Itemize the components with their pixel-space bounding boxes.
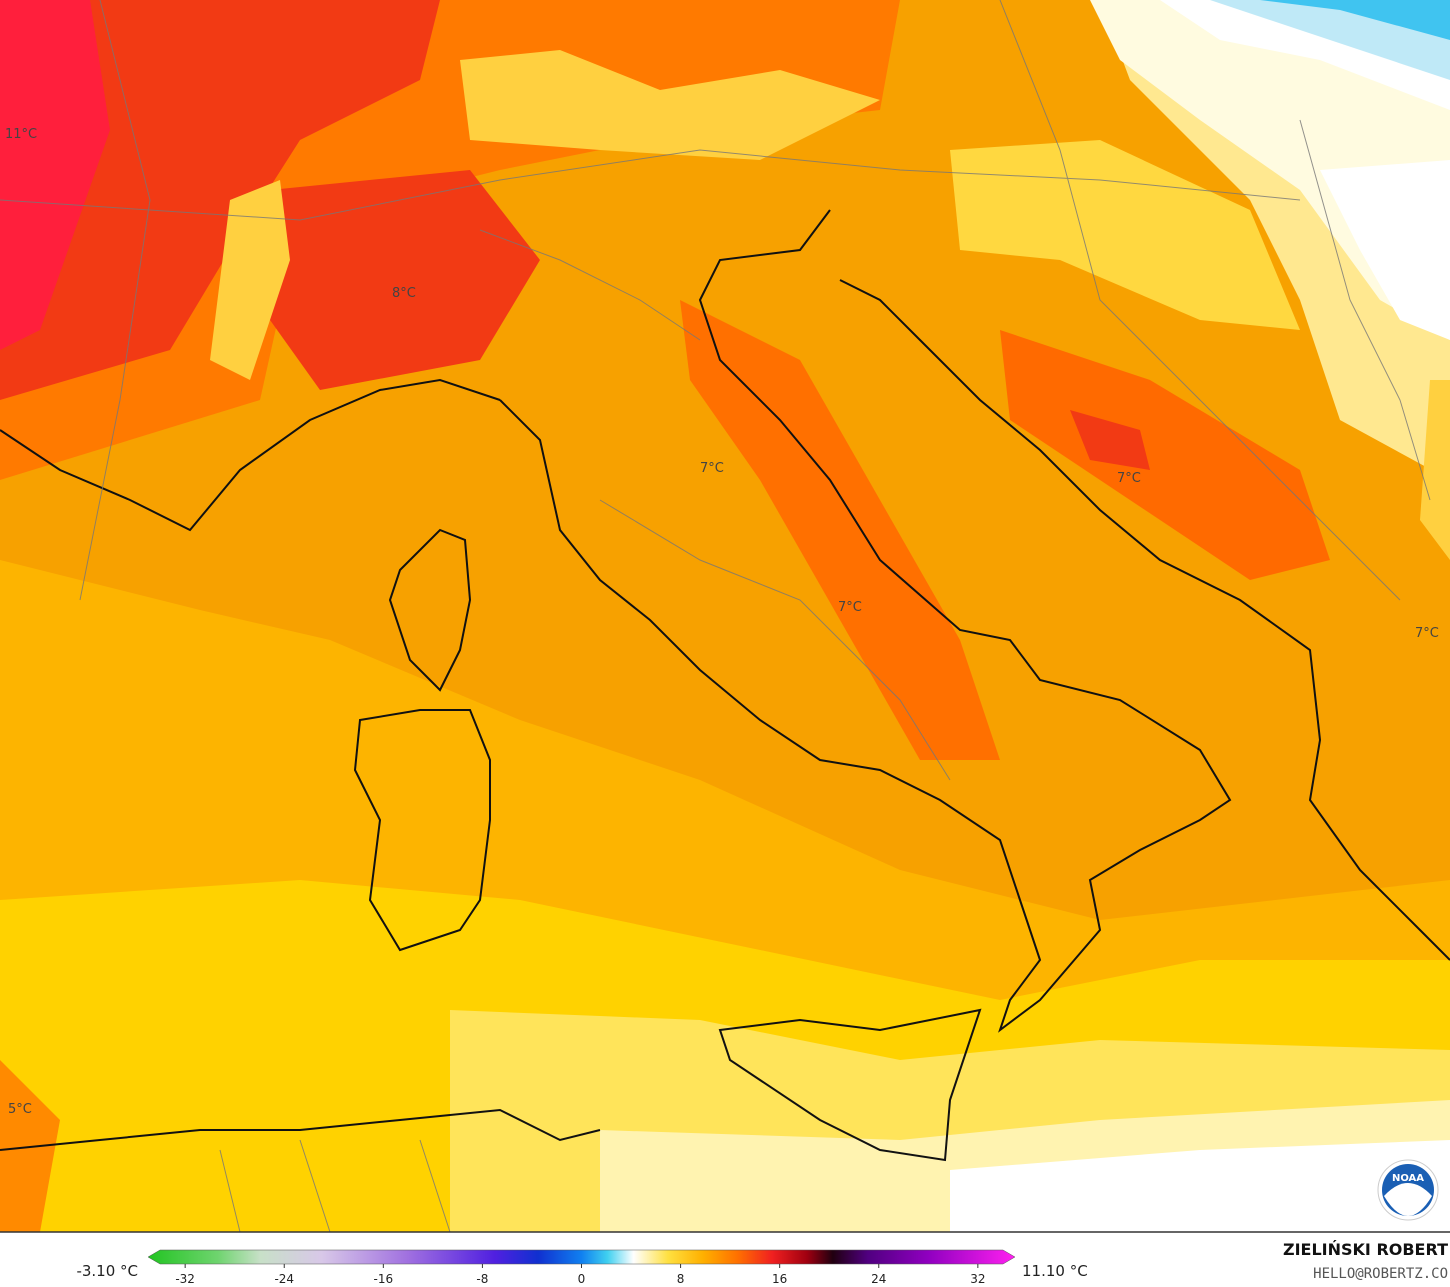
tick-label: -8 [476, 1272, 488, 1286]
temp-label: 5°C [8, 1102, 32, 1117]
tick-label: 32 [970, 1272, 985, 1286]
tick-label: -24 [274, 1272, 294, 1286]
tick-label: 16 [772, 1272, 787, 1286]
logo-text: NOAA [1392, 1173, 1424, 1184]
colorbar: -3.10 °C 11.10 °C -32 -24 -16 -8 0 8 16 24 32 [76, 1249, 1088, 1286]
tick-label: -32 [175, 1272, 195, 1286]
map: 11°C 8°C 7°C 7°C 7°C 7°C 5°C NOAA [0, 0, 1450, 1232]
max-label: 11.10 °C [1022, 1262, 1088, 1280]
noaa-logo: NOAA [1377, 1159, 1439, 1221]
temp-label: 11°C [5, 127, 37, 142]
tick-label: -16 [374, 1272, 394, 1286]
author: ZIELIŃSKI ROBERT [1283, 1240, 1448, 1259]
contact: HELLO@ROBERTZ.CO [1313, 1266, 1448, 1282]
temp-label: 7°C [838, 600, 862, 615]
tick-label: 24 [871, 1272, 886, 1286]
min-label: -3.10 °C [76, 1262, 138, 1280]
tick-label: 8 [677, 1272, 685, 1286]
temp-label: 8°C [392, 286, 416, 301]
tick-label: 0 [578, 1272, 586, 1286]
temp-label: 7°C [1117, 471, 1141, 486]
temp-label: 7°C [1415, 626, 1439, 641]
temp-label: 7°C [700, 461, 724, 476]
